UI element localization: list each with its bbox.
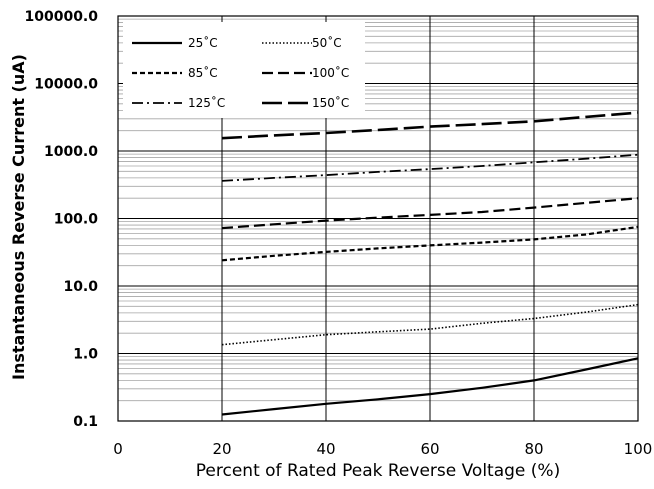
y-tick-label: 1.0 [73, 347, 98, 363]
x-tick-label: 60 [420, 440, 439, 458]
legend-label: 100˚C [312, 65, 349, 80]
series-line-25c [221, 357, 639, 416]
series-line-85c [221, 225, 639, 262]
legend-label: 125˚C [188, 95, 225, 110]
y-axis-label: Instantaneous Reverse Current (uA) [9, 54, 28, 380]
x-tick-label: 40 [316, 440, 335, 458]
y-tick-label: 0.1 [73, 414, 98, 430]
legend-label: 150˚C [312, 95, 349, 110]
series-line-125c [221, 153, 639, 182]
legend-label: 25˚C [188, 35, 218, 50]
series-line-100c [221, 197, 639, 230]
y-tick-label: 100000.0 [24, 9, 98, 25]
series-line-150c [221, 111, 639, 140]
x-tick-label: 0 [113, 440, 123, 458]
y-tick-label: 10.0 [63, 279, 98, 295]
y-tick-label: 100.0 [54, 212, 99, 228]
legend-label: 85˚C [188, 65, 218, 80]
legend-label: 50˚C [312, 35, 342, 50]
axes: 0 20 40 60 80 100 0.1 1.0 10.0 100.0 1000.0 10000.0… [24, 9, 652, 458]
x-tick-label: 100 [624, 440, 653, 458]
x-axis-label: Percent of Rated Peak Reverse Voltage (%… [196, 461, 560, 481]
legend-box [123, 22, 365, 118]
x-tick-label: 80 [524, 440, 543, 458]
series-lines [221, 111, 639, 416]
x-tick-label: 20 [212, 440, 231, 458]
y-tick-label: 10000.0 [34, 77, 98, 93]
legend: 25˚C 50˚C 85˚C 100˚C 125˚C 150˚C [123, 22, 365, 118]
plot-area-border [117, 15, 639, 422]
y-tick-label: 1000.0 [44, 144, 98, 160]
